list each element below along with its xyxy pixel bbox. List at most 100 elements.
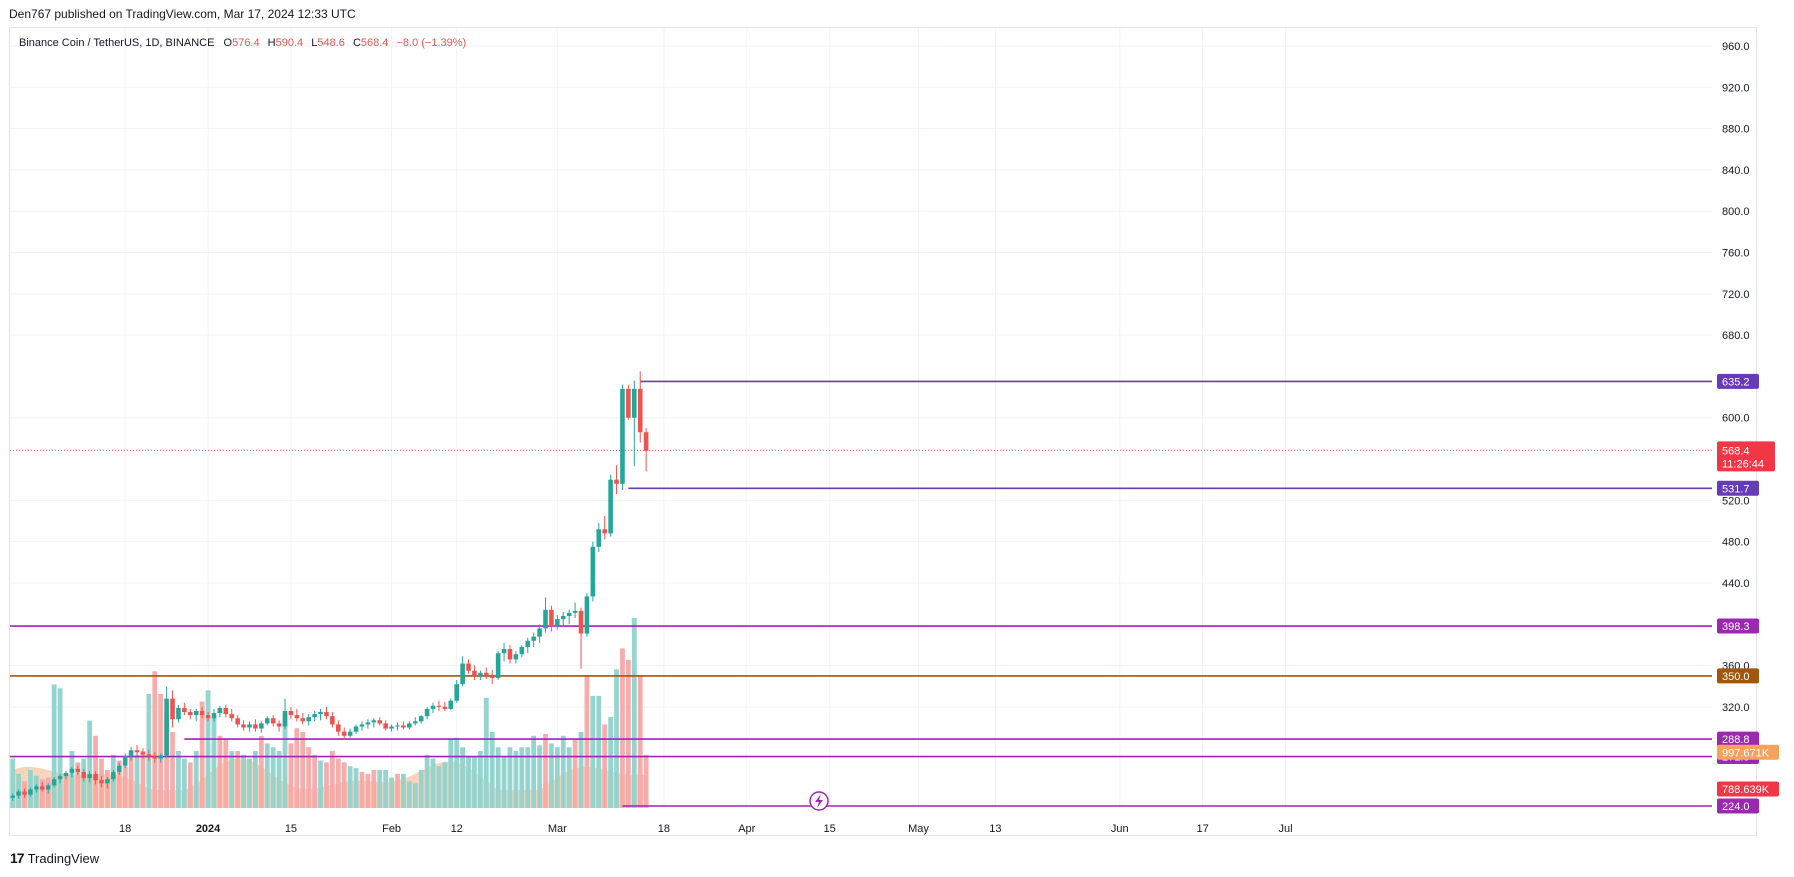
volume-bar — [395, 773, 400, 808]
volume-bar — [383, 770, 389, 808]
volume-bar — [501, 756, 507, 808]
candle-body — [519, 646, 525, 655]
volume-bar — [170, 732, 175, 808]
volume-bar — [377, 770, 383, 808]
price-label-text: 531.7 — [1722, 483, 1750, 495]
axis-layer: 960.0 920.0 880.0 840.0 800.0 760.0 720.0 680.0… — [119, 41, 1749, 835]
candle-body — [312, 714, 317, 718]
volume-bar — [513, 751, 519, 808]
candle-body — [341, 731, 347, 736]
candle-body — [81, 771, 87, 779]
candle-body — [614, 479, 619, 484]
volume-bar — [282, 713, 288, 808]
candle-body — [140, 752, 146, 755]
candle-body — [347, 731, 353, 736]
y-tick-label: 880.0 — [1722, 124, 1750, 136]
candle-body — [75, 768, 81, 772]
volume-bar — [507, 747, 513, 808]
volume-bar — [324, 762, 329, 808]
candle-body — [454, 684, 459, 701]
candle-body — [40, 786, 45, 790]
legend-low-label: L — [311, 37, 317, 49]
candle-body — [93, 773, 98, 781]
candle-body — [223, 707, 229, 715]
candle-body — [501, 649, 507, 654]
current-price-label: 568.4 — [1722, 445, 1750, 457]
candle-body — [489, 674, 495, 678]
volume-bar — [531, 735, 537, 808]
price-label-text: 288.8 — [1722, 734, 1750, 746]
current-price-badge — [1717, 441, 1775, 472]
price-label-text: 788.639K — [1722, 784, 1770, 796]
volume-bar — [264, 743, 270, 808]
candle-body — [176, 707, 181, 720]
price-label-text: 398.3 — [1722, 621, 1750, 633]
volume-bar — [247, 758, 252, 808]
candle-body — [632, 388, 637, 418]
candle-body — [590, 546, 596, 597]
candle-body — [45, 785, 51, 790]
volume-bar — [211, 716, 217, 808]
candle-layer — [10, 371, 649, 801]
volume-bar — [590, 695, 596, 808]
volume-bar — [235, 751, 241, 808]
footer[interactable]: 17 TradingView — [10, 850, 99, 866]
candle-body — [572, 610, 578, 613]
volume-bar — [489, 732, 495, 808]
volume-bar — [578, 732, 584, 808]
volume-bar — [57, 688, 63, 808]
candle-body — [430, 705, 436, 709]
candle-body — [247, 724, 252, 728]
candle-body — [418, 716, 424, 722]
volume-bar — [389, 777, 394, 808]
volume-bar — [241, 754, 246, 808]
volume-bar — [454, 737, 460, 808]
candle-body — [513, 654, 519, 660]
candle-body — [111, 771, 116, 780]
candle-body — [543, 609, 548, 629]
legend[interactable]: Binance Coin / TetherUS, 1D, BINANCE O57… — [19, 37, 466, 49]
volume-bar — [406, 781, 412, 808]
volume-bar — [412, 783, 418, 808]
footer-brand: TradingView — [27, 850, 100, 866]
volume-bar — [477, 751, 483, 808]
x-tick-label: 18 — [658, 823, 670, 835]
candle-body — [306, 717, 311, 722]
volume-bar — [359, 771, 365, 808]
y-tick-label: 960.0 — [1722, 41, 1750, 53]
x-tick-label: 12 — [451, 823, 463, 835]
candle-body — [495, 653, 501, 678]
replay-icon[interactable] — [809, 791, 829, 811]
volume-bar — [181, 758, 187, 808]
legend-symbol: Binance Coin / TetherUS, 1D, BINANCE — [19, 37, 214, 49]
candle-body — [276, 723, 282, 727]
volume-bar — [81, 758, 87, 808]
volume-bar — [365, 773, 371, 808]
x-tick-label: May — [908, 823, 929, 835]
candle-body — [371, 720, 377, 723]
candle-body — [507, 649, 513, 660]
price-label-text: 997.671K — [1722, 747, 1770, 759]
volume-bar — [312, 754, 318, 808]
volume-bar — [122, 766, 128, 808]
candle-body — [359, 724, 365, 727]
x-tick-label: 13 — [989, 823, 1001, 835]
candle-body — [525, 640, 531, 647]
candle-body — [229, 714, 235, 719]
candle-body — [105, 779, 110, 784]
volume-bar — [495, 747, 501, 808]
price-label-bg — [1717, 480, 1759, 496]
candle-body — [578, 610, 584, 634]
volume-bar — [560, 735, 566, 808]
volume-bar — [152, 671, 158, 808]
x-tick-label: 18 — [119, 823, 131, 835]
candle-body — [28, 789, 33, 795]
candle-body — [235, 718, 240, 725]
candle-body — [637, 388, 643, 433]
candle-body — [549, 609, 554, 627]
candle-body — [69, 768, 75, 773]
candle-body — [264, 718, 270, 724]
candle-body — [424, 708, 430, 717]
candle-body — [626, 388, 631, 418]
